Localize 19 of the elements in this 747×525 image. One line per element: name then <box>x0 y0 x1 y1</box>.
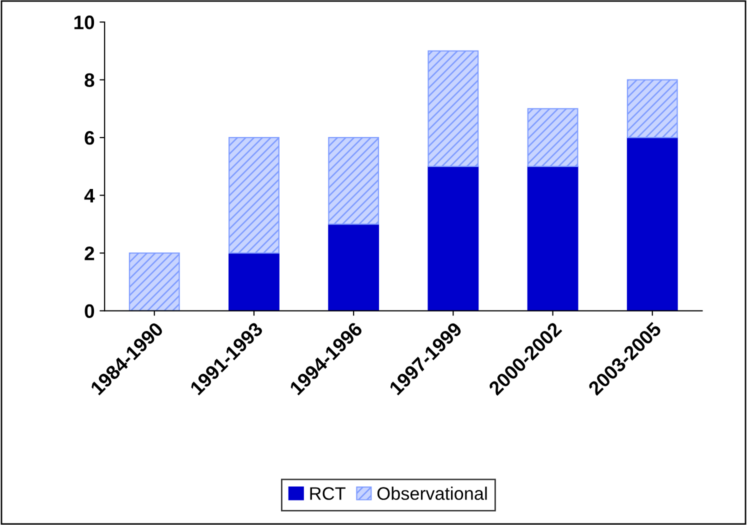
legend-label: Observational <box>377 486 487 500</box>
y-tick-label: 4 <box>84 188 95 202</box>
bar <box>527 108 578 167</box>
bar <box>626 79 678 138</box>
y-tick-label: 2 <box>84 246 94 260</box>
y-tick-label: 8 <box>84 73 94 88</box>
y-tick-label: 0 <box>84 304 94 318</box>
bar <box>328 136 380 225</box>
legend-label: RCT <box>310 487 346 500</box>
y-tick-label: 10 <box>74 16 94 30</box>
bar <box>228 252 280 311</box>
bar <box>428 50 479 167</box>
bar <box>527 166 578 311</box>
bar <box>128 252 180 311</box>
bar <box>428 166 479 311</box>
y-tick-label: 6 <box>84 131 94 145</box>
bar <box>626 136 678 311</box>
bar <box>228 136 280 254</box>
bar <box>328 224 380 311</box>
